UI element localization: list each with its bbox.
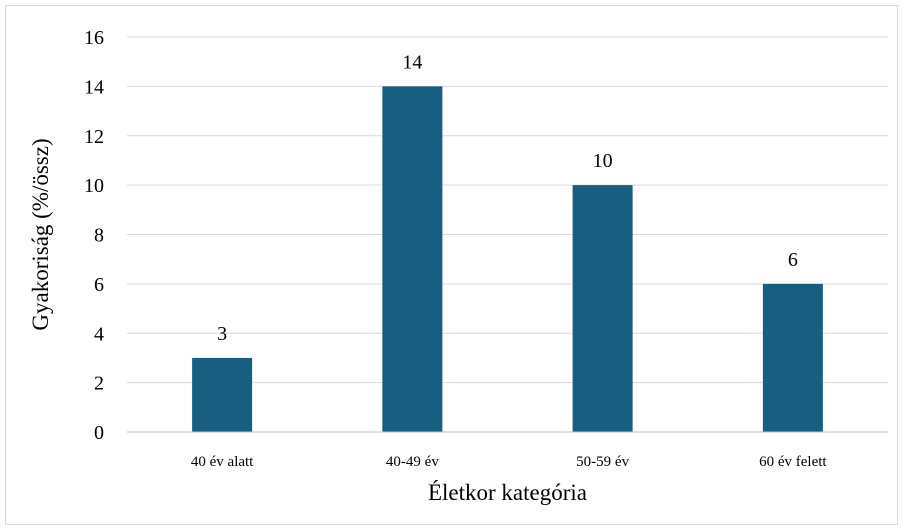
x-tick-label: 40-49 év bbox=[386, 454, 439, 470]
y-tick-label: 8 bbox=[94, 225, 104, 247]
x-tick-label: 40 év alatt bbox=[191, 454, 254, 470]
x-axis-ticks: 40 év alatt 40-49 év 50-59 év 60 év felett bbox=[191, 454, 828, 470]
x-tick-label: 50-59 év bbox=[576, 454, 629, 470]
data-label: 10 bbox=[593, 150, 613, 172]
y-tick-label: 12 bbox=[84, 126, 104, 148]
y-axis-ticks: 0 2 4 6 8 10 12 14 16 bbox=[84, 27, 104, 444]
gridlines bbox=[127, 36, 888, 384]
y-tick-label: 14 bbox=[84, 76, 104, 98]
y-tick-label: 16 bbox=[84, 27, 104, 49]
bars bbox=[192, 86, 823, 432]
bar bbox=[762, 283, 823, 432]
data-label: 6 bbox=[788, 249, 798, 271]
bar bbox=[382, 86, 443, 432]
x-tick-label: 60 év felett bbox=[759, 454, 827, 470]
bar bbox=[572, 185, 633, 432]
y-tick-label: 2 bbox=[94, 373, 104, 395]
data-labels: 3 14 10 6 bbox=[217, 51, 798, 345]
x-axis-title: Életkor kategória bbox=[428, 480, 587, 505]
data-label: 14 bbox=[402, 51, 422, 73]
data-label: 3 bbox=[217, 323, 227, 345]
bar bbox=[192, 357, 253, 432]
y-tick-label: 6 bbox=[94, 274, 104, 296]
chart-frame bbox=[5, 5, 898, 525]
y-axis-title: Gyakoriság (%/össz) bbox=[28, 138, 53, 330]
y-tick-label: 4 bbox=[94, 323, 104, 345]
y-tick-label: 0 bbox=[94, 422, 104, 444]
y-tick-label: 10 bbox=[84, 175, 104, 197]
